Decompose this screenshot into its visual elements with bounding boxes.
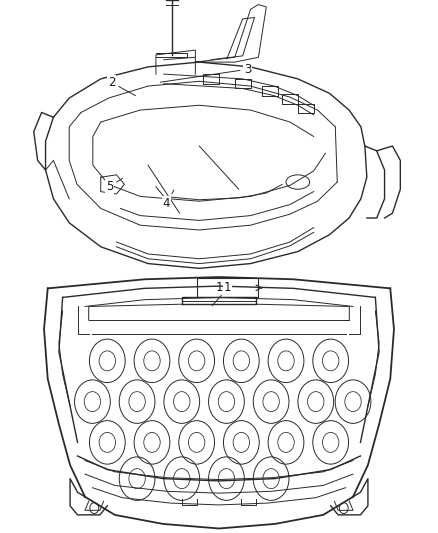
Text: 3: 3 xyxy=(160,63,251,82)
FancyBboxPatch shape xyxy=(197,278,258,297)
Text: 5: 5 xyxy=(106,179,123,193)
Text: 1: 1 xyxy=(215,281,223,294)
Text: 4: 4 xyxy=(162,190,174,210)
Text: 1: 1 xyxy=(212,281,232,306)
Text: 2: 2 xyxy=(108,76,135,95)
